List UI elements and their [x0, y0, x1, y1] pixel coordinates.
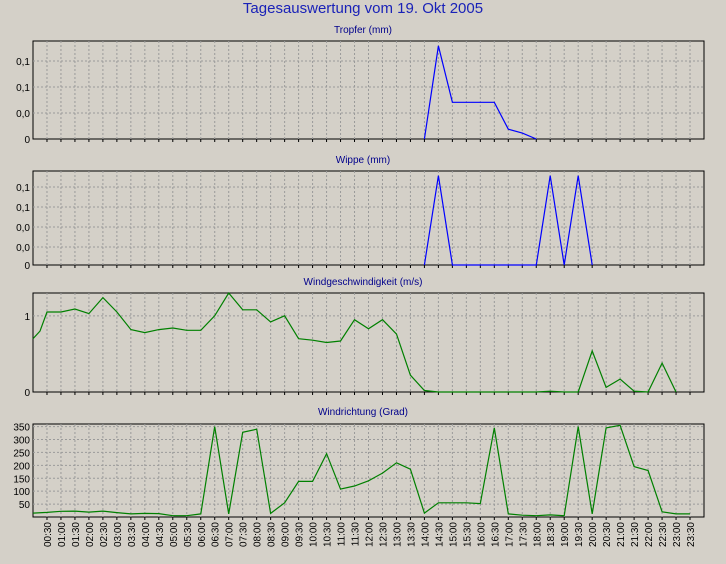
x-tick-label: 08:00 [253, 522, 264, 547]
x-tick-label: 17:00 [504, 522, 515, 547]
x-tick-label: 03:00 [113, 522, 124, 547]
x-tick-label: 12:30 [378, 522, 389, 547]
y-tick-label: 50 [19, 500, 31, 511]
chart-panel-2: 0,1 0,1 0,0 0,0 0 Wippe (mm) [16, 155, 705, 272]
y-tick-label: 0,0 [16, 223, 30, 234]
y-tick-label: 0 [24, 135, 30, 146]
x-tick-label: 15:00 [448, 522, 459, 547]
x-tick-label: 18:00 [532, 522, 543, 547]
x-tick-label: 06:00 [197, 522, 208, 547]
x-tick-label: 22:00 [644, 522, 655, 547]
x-tick-label: 22:30 [658, 522, 669, 547]
series-line-1 [423, 175, 593, 266]
x-tick-label: 17:30 [518, 522, 529, 547]
y-tick-label: 300 [13, 436, 30, 447]
x-tick-label: 04:30 [155, 522, 166, 547]
y-tick-label: 250 [13, 448, 30, 459]
x-tick-label: 12:00 [365, 522, 376, 547]
x-tick-label: 09:00 [281, 522, 292, 547]
y-tick-label: 0 [24, 388, 30, 399]
y-tick-label: 150 [13, 474, 30, 485]
x-tick-label: 23:00 [672, 522, 683, 547]
x-tick-label: 01:00 [57, 522, 68, 547]
x-tick-label: 03:30 [127, 522, 138, 547]
series-line-1 [32, 424, 690, 517]
y-tick-label: 0,1 [16, 183, 30, 194]
y-tick-label: 0 [24, 261, 30, 272]
panel-title: Windrichtung (Grad) [318, 407, 408, 418]
x-tick-label: 14:30 [434, 522, 445, 547]
x-tick-label: 01:30 [71, 522, 82, 547]
x-tick-label: 02:00 [85, 522, 96, 547]
y-tick-label: 1 [24, 312, 30, 323]
x-tick-label: 16:30 [490, 522, 501, 547]
x-tick-label: 10:00 [309, 522, 320, 547]
x-tick-label: 20:30 [602, 522, 613, 547]
x-tick-label: 21:00 [616, 522, 627, 547]
series-line-1 [32, 291, 677, 393]
y-tick-label: 0,1 [16, 83, 30, 94]
x-tick-label: 07:00 [225, 522, 236, 547]
y-tick-label: 0,1 [16, 57, 30, 68]
y-tick-label: 0,0 [16, 109, 30, 120]
x-tick-label: 10:30 [323, 522, 334, 547]
chart-panel-3: 1 0 Windgeschwindigkeit (m/s) [24, 277, 705, 399]
y-tick-label: 350 [13, 423, 30, 434]
x-tick-label: 08:30 [267, 522, 278, 547]
x-tick-label: 21:30 [630, 522, 641, 547]
series-line-1 [423, 45, 537, 140]
page-title: Tagesauswertung vom 19. Okt 2005 [242, 0, 484, 17]
x-tick-label: 00:30 [43, 522, 54, 547]
panel-title: Wippe (mm) [336, 155, 390, 166]
x-tick-label: 19:30 [574, 522, 585, 547]
y-tick-label: 200 [13, 461, 30, 472]
x-tick-label: 16:00 [476, 522, 487, 547]
x-tick-label: 23:30 [686, 522, 697, 547]
x-tick-label: 15:30 [462, 522, 473, 547]
x-tick-label: 11:30 [351, 522, 362, 547]
x-tick-label: 19:00 [560, 522, 571, 547]
x-tick-label: 05:00 [169, 522, 180, 547]
y-tick-label: 0,0 [16, 243, 30, 254]
x-tick-label: 07:30 [239, 522, 250, 547]
x-tick-label: 11:00 [337, 522, 348, 547]
x-tick-label: 05:30 [183, 522, 194, 547]
x-tick-label: 02:30 [99, 522, 110, 547]
y-tick-label: 100 [13, 487, 30, 498]
x-tick-label: 06:30 [211, 522, 222, 547]
x-tick-label: 20:00 [588, 522, 599, 547]
panel-title: Windgeschwindigkeit (m/s) [304, 277, 423, 288]
x-tick-label: 18:30 [546, 522, 557, 547]
x-tick-label: 09:30 [295, 522, 306, 547]
chart-panel-1: 0,1 0,1 0,0 0 Tropfer (mm) [16, 25, 705, 146]
plot-frame [32, 170, 705, 266]
y-tick-label: 0,1 [16, 203, 30, 214]
x-tick-label: 14:00 [420, 522, 431, 547]
x-tick-label: 13:30 [406, 522, 417, 547]
panel-title: Tropfer (mm) [334, 25, 392, 36]
x-tick-label: 13:00 [392, 522, 403, 547]
x-tick-label: 04:00 [141, 522, 152, 547]
